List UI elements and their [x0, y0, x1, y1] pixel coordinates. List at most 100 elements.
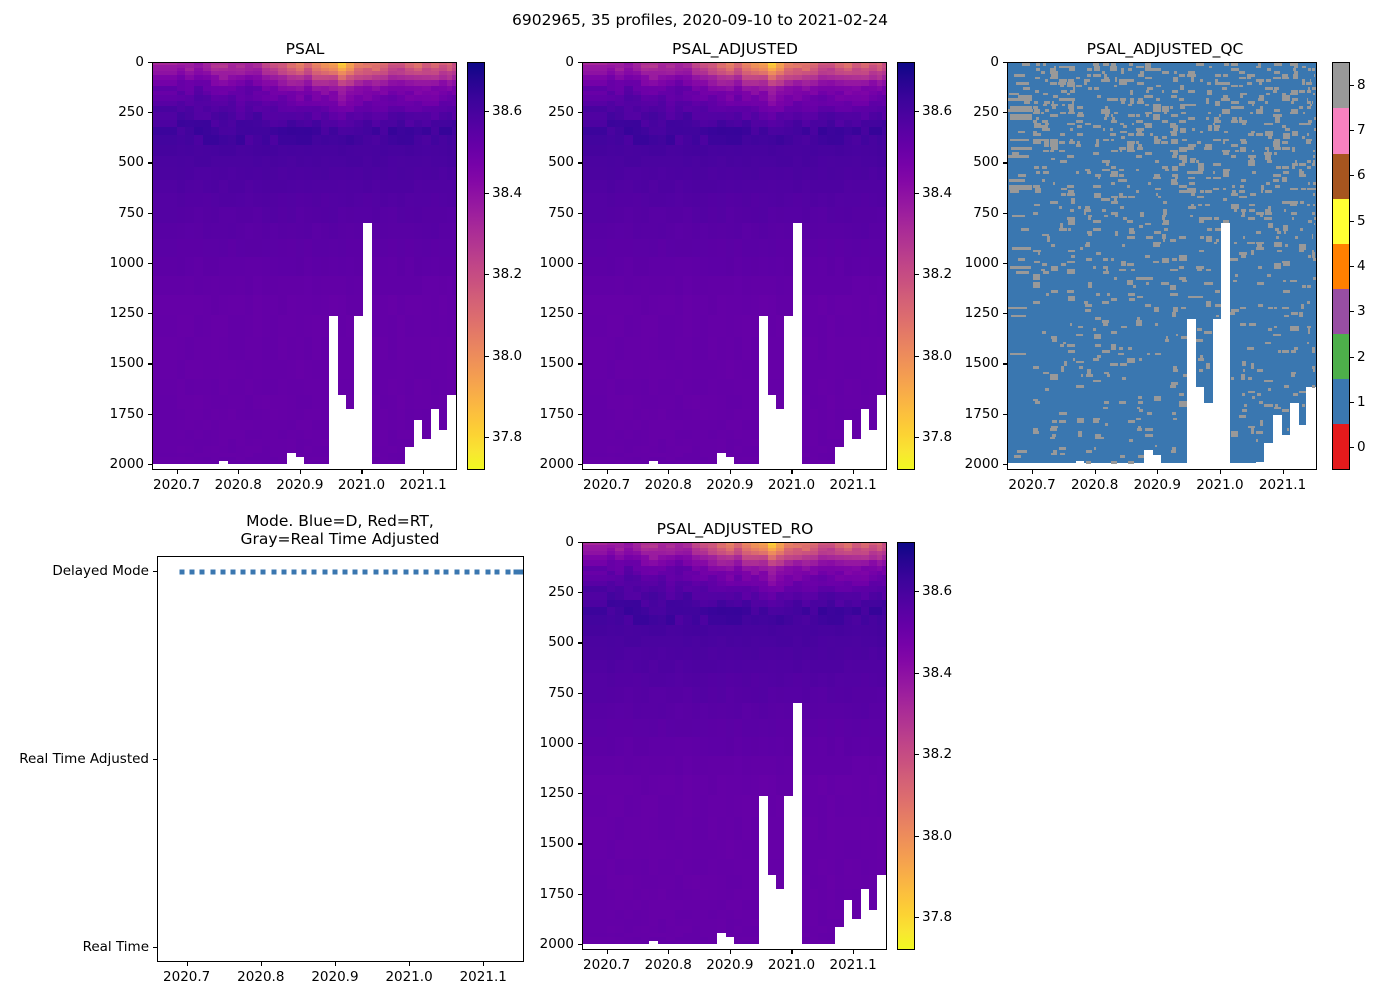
- heatmap-cell: [733, 192, 743, 208]
- qc-flag8-streak: [1087, 233, 1093, 237]
- heatmap-cell: [666, 858, 675, 876]
- heatmap-cell: [295, 275, 304, 296]
- heatmap-cell: [826, 672, 836, 688]
- heatmap-cell: [253, 75, 262, 81]
- heatmap-cell: [153, 452, 178, 458]
- qc-colorbar-tick-mark: [1350, 356, 1354, 358]
- heatmap-cell: [810, 839, 819, 860]
- heatmap-cell: [452, 337, 456, 360]
- heatmap-cell: [733, 599, 743, 608]
- heatmap-cell: [759, 775, 768, 796]
- heatmap-cell: [750, 90, 760, 96]
- mode-axes[interactable]: [157, 556, 524, 962]
- heatmap-cell: [371, 409, 381, 421]
- heatmap-cell: [683, 615, 692, 626]
- qc-flag8-streak: [1050, 266, 1059, 272]
- heatmap-cell: [624, 565, 633, 571]
- heatmap-cell: [708, 337, 718, 360]
- qc-flag8-streak: [1069, 109, 1075, 112]
- y-tick-label: 750: [548, 204, 574, 221]
- heatmap-cell: [835, 565, 844, 571]
- heatmap-cell: [312, 135, 321, 146]
- psal-adjusted-ro-heatmap-axes[interactable]: [582, 542, 887, 950]
- heatmap-cell: [767, 659, 777, 674]
- heatmap-cell: [691, 75, 700, 81]
- qc-flag8-streak: [1298, 390, 1306, 394]
- heatmap-cell: [607, 910, 616, 920]
- qc-flag8-streak: [1145, 428, 1153, 432]
- heatmap-cell: [194, 80, 203, 86]
- profile-column: [750, 543, 760, 949]
- heatmap-cell: [691, 100, 700, 107]
- heatmap-cell: [801, 624, 811, 636]
- heatmap-cell: [346, 119, 355, 128]
- heatmap-cell: [699, 547, 709, 552]
- heatmap-cell: [438, 67, 447, 72]
- heatmap-cell: [742, 940, 751, 944]
- heatmap-cell: [194, 446, 203, 453]
- heatmap-cell: [843, 64, 853, 68]
- psal-adjusted-heatmap-axes[interactable]: [582, 62, 887, 470]
- heatmap-cell: [835, 544, 844, 548]
- qc-flag8-streak: [1283, 209, 1286, 212]
- heatmap-cell: [624, 635, 633, 648]
- profile-column: [776, 543, 785, 949]
- heatmap-cell: [699, 570, 709, 576]
- qc-profile-column: [1281, 63, 1291, 469]
- heatmap-cell: [632, 430, 642, 440]
- heatmap-cell: [185, 179, 194, 194]
- heatmap-cell: [818, 936, 827, 941]
- heatmap-cell: [882, 75, 886, 81]
- profile-column: [405, 63, 414, 469]
- heatmap-cell: [607, 119, 616, 128]
- heatmap-cell: [691, 126, 700, 136]
- heatmap-cell: [388, 85, 397, 91]
- x-tick-mark: [176, 470, 178, 474]
- heatmap-cell: [784, 239, 793, 258]
- heatmap-cell: [371, 155, 381, 168]
- psal-colorbar[interactable]: [467, 62, 485, 470]
- heatmap-cell: [632, 315, 642, 338]
- heatmap-cell: [615, 112, 624, 120]
- qc-flag8-streak: [1281, 95, 1290, 101]
- heatmap-cell: [767, 119, 777, 128]
- heatmap-cell: [624, 70, 633, 76]
- heatmap-cell: [717, 95, 726, 101]
- psal-adjusted-colorbar-gradient: [898, 63, 914, 469]
- heatmap-cell: [657, 90, 667, 96]
- heatmap-cell: [388, 105, 397, 113]
- heatmap-cell: [632, 936, 642, 941]
- qc-flag8-streak: [1242, 368, 1245, 372]
- qc-heatmap-axes[interactable]: [1007, 62, 1317, 470]
- qc-flag8-streak: [1277, 230, 1282, 234]
- heatmap-cell: [624, 599, 633, 608]
- qc-flag8-streak: [1224, 63, 1229, 66]
- heatmap-cell: [699, 839, 709, 860]
- heatmap-cell: [666, 560, 675, 566]
- heatmap-cell: [666, 64, 675, 68]
- heatmap-cell: [818, 889, 827, 901]
- heatmap-cell: [776, 543, 785, 546]
- qc-flag8-streak: [1298, 168, 1302, 174]
- heatmap-cell: [211, 135, 220, 146]
- heatmap-cell: [876, 135, 882, 146]
- heatmap-cell: [253, 275, 262, 296]
- heatmap-cell: [801, 659, 811, 674]
- qc-profile-column: [1008, 63, 1033, 469]
- heatmap-cell: [882, 239, 886, 258]
- profile-column: [346, 63, 355, 469]
- qc-flag8-streak: [1273, 241, 1282, 248]
- heatmap-cell: [388, 395, 397, 410]
- qc-colorbar[interactable]: [1332, 62, 1350, 470]
- qc-colorbar-segment: [1333, 333, 1349, 380]
- qc-flag8-streak: [1064, 360, 1068, 367]
- heatmap-cell: [717, 795, 726, 818]
- psal-heatmap-axes[interactable]: [152, 62, 457, 470]
- heatmap-cell: [699, 167, 709, 180]
- heatmap-cell: [615, 75, 624, 81]
- heatmap-cell: [295, 67, 304, 72]
- heatmap-cell: [641, 359, 650, 380]
- psal-adjusted-colorbar[interactable]: [897, 62, 915, 470]
- heatmap-cell: [843, 543, 853, 546]
- heatmap-cell: [153, 167, 178, 180]
